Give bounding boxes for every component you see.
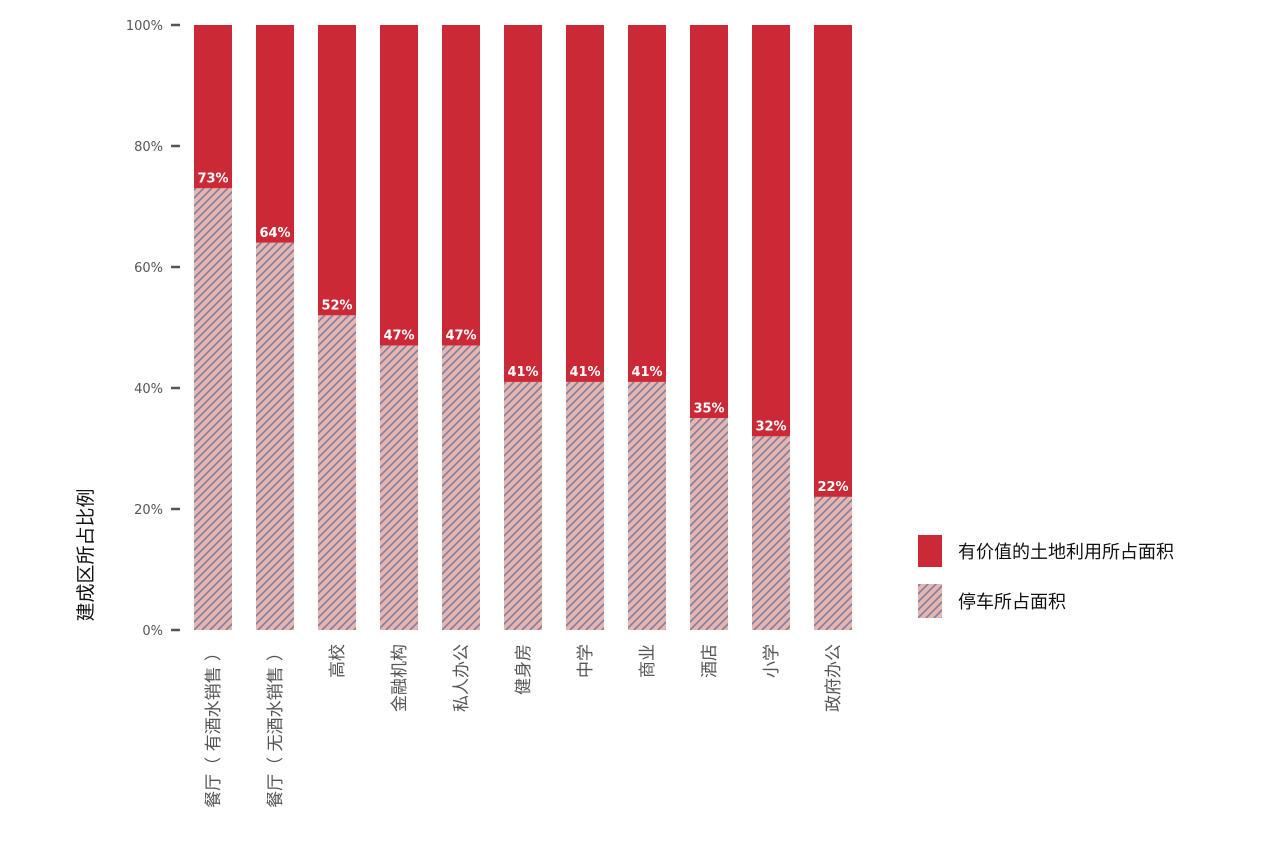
bar-land-use: [194, 25, 232, 189]
bar-land-use: [752, 25, 790, 437]
x-category-label: 商业: [638, 644, 658, 678]
legend-label-land-use: 有价值的土地利用所占面积: [958, 542, 1174, 563]
bar-land-use: [318, 25, 356, 316]
x-axis: 餐厅（ 有酒水销售 ） 餐厅（ 无酒水销售 ） 高校 金融机构 私人办公 健身房 中学 商业 酒…: [204, 644, 844, 808]
data-label: 41%: [631, 365, 662, 380]
bar-parking: [814, 496, 852, 630]
bar-parking: [442, 345, 480, 630]
bar-parking: [504, 381, 542, 630]
y-tick-label: 80%: [134, 140, 163, 155]
data-label: 47%: [445, 329, 476, 344]
bar-land-use: [380, 25, 418, 346]
y-tick-label: 40%: [134, 382, 163, 397]
y-axis-title: 建成区所占比例: [75, 488, 97, 621]
data-label: 32%: [755, 419, 786, 434]
x-category-label: 餐厅（ 有酒水销售 ）: [204, 644, 224, 808]
data-label: 47%: [383, 329, 414, 344]
x-category-label: 餐厅（ 无酒水销售 ）: [266, 644, 286, 808]
x-category-label: 健身房: [514, 644, 534, 695]
bar-parking: [690, 418, 728, 630]
bar-parking: [380, 345, 418, 630]
legend: 有价值的土地利用所占面积 停车所占面积: [918, 535, 1174, 618]
x-category-label: 金融机构: [390, 644, 410, 712]
data-label: 35%: [693, 401, 724, 416]
y-axis: 0% 20% 40% 60% 80% 100%: [126, 19, 180, 639]
bar-land-use: [814, 25, 852, 497]
legend-swatch-parking: [918, 584, 942, 618]
data-label: 41%: [507, 365, 538, 380]
x-category-label: 中学: [576, 644, 596, 678]
bar-parking: [628, 381, 666, 630]
bar-parking: [752, 436, 790, 630]
data-label: 22%: [817, 480, 848, 495]
bar-land-use: [442, 25, 480, 346]
bar-land-use: [566, 25, 604, 382]
data-label: 64%: [259, 226, 290, 241]
bar-parking: [256, 242, 294, 631]
bar-parking: [566, 381, 604, 630]
bar-land-use: [256, 25, 294, 243]
bar-land-use: [628, 25, 666, 382]
data-label: 73%: [197, 171, 228, 186]
x-category-label: 政府办公: [824, 644, 844, 712]
x-category-label: 私人办公: [452, 644, 472, 712]
bar-parking: [318, 315, 356, 630]
y-tick-label: 0%: [142, 624, 163, 639]
x-category-label: 小学: [762, 644, 782, 678]
bar-land-use: [504, 25, 542, 382]
data-label: 41%: [569, 365, 600, 380]
y-tick-label: 100%: [126, 19, 163, 34]
bars: 73% 64% 52% 47% 47% 41% 41% 41% 35% 32% 22%: [194, 25, 852, 631]
bar-parking: [194, 188, 232, 630]
y-tick-label: 60%: [134, 261, 163, 276]
x-category-label: 高校: [328, 644, 348, 678]
x-category-label: 酒店: [700, 644, 720, 678]
legend-label-parking: 停车所占面积: [958, 592, 1066, 613]
data-label: 52%: [321, 298, 352, 313]
y-tick-label: 20%: [134, 503, 163, 518]
bar-land-use: [690, 25, 728, 419]
legend-swatch-land-use: [918, 535, 942, 567]
